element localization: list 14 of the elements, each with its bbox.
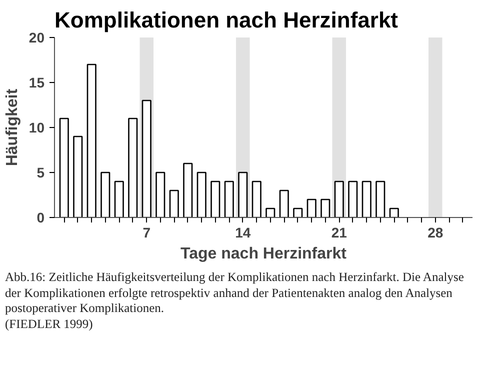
y-tick-label: 5 bbox=[36, 164, 45, 180]
x-tick-label: 7 bbox=[142, 224, 151, 240]
y-tick-label: 15 bbox=[28, 74, 45, 90]
chart-title: Komplikationen nach Herzinfarkt bbox=[54, 8, 399, 32]
y-tick-label: 20 bbox=[28, 30, 45, 46]
x-tick-label: 21 bbox=[331, 224, 348, 240]
caption: Abb.16: Zeitliche Häufigkeitsverteilung der Komplikationen nach Herzinfarkt. Die Analyse der Komplikationen erfolgte retrospektiv anhand der Patientenakten analog den Analysen postoperativer Komplikationen. bbox=[5, 270, 464, 316]
x-tick-label: 28 bbox=[428, 224, 444, 240]
y-tick-label: 10 bbox=[28, 120, 45, 136]
y-tick-label: 0 bbox=[36, 210, 45, 226]
text: (FIEDLER 1999) bbox=[5, 316, 93, 331]
y-axis-title: Häufigkeit bbox=[4, 88, 21, 166]
x-tick-label: 14 bbox=[235, 224, 251, 240]
x-axis-title: Tage nach Herzinfarkt bbox=[180, 246, 348, 262]
